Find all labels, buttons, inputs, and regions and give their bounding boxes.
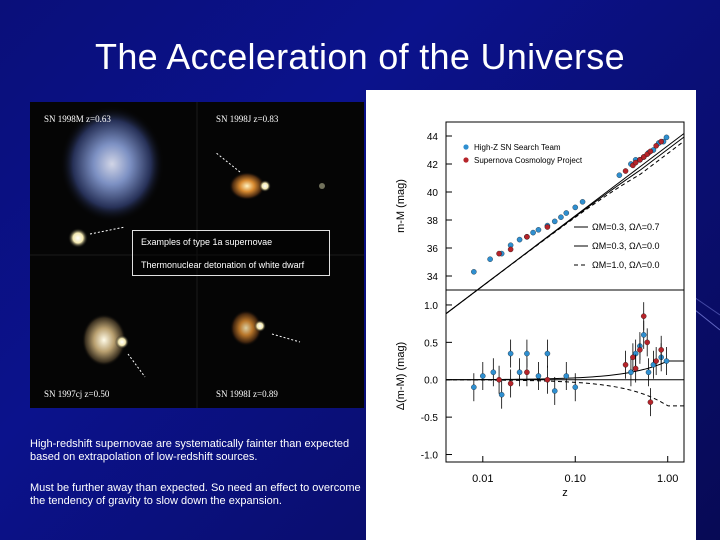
top-y-tick-label: 36 — [427, 244, 439, 255]
sn-label-top-left: SN 1998M z=0.63 — [44, 114, 111, 124]
top-data-point — [653, 143, 659, 149]
model-legend-label: ΩM=0.3, ΩΛ=0.7 — [592, 222, 660, 232]
sn-label-bottom-left: SN 1997cj z=0.50 — [44, 389, 110, 399]
caption-paragraph-2: Must be further away than expected. So n… — [30, 482, 361, 507]
bottom-data-point — [535, 373, 542, 379]
top-data-point — [516, 236, 523, 243]
x-tick-label: 1.00 — [657, 473, 678, 485]
top-data-point — [496, 250, 502, 257]
top-data-point — [658, 138, 664, 145]
bottom-data-point — [516, 369, 523, 376]
top-data-point — [647, 148, 654, 155]
top-y-tick-label: 40 — [427, 188, 439, 199]
top-data-point — [558, 214, 564, 220]
top-data-point — [579, 199, 586, 205]
bottom-data-point — [632, 365, 639, 372]
supernova-photo-panel: SN 1998M z=0.63 SN 1998J z=0.83 SN 1997c… — [30, 102, 364, 408]
top-data-point — [487, 256, 493, 262]
bottom-data-point — [471, 384, 477, 390]
top-y-tick-label: 34 — [427, 272, 439, 283]
top-data-point — [563, 210, 570, 216]
bottom-data-point — [622, 362, 629, 368]
top-data-point — [471, 269, 477, 275]
model-legend-label: ΩM=0.3, ΩΛ=0.0 — [592, 241, 660, 251]
bottom-data-point — [658, 347, 664, 353]
bottom-data-point — [544, 350, 551, 357]
bottom-frame — [445, 289, 685, 463]
top-data-point — [551, 218, 558, 225]
supernova-images — [30, 102, 364, 408]
top-data-point — [530, 229, 536, 236]
bottom-model-curve — [445, 379, 684, 407]
x-tick-label: 0.01 — [472, 473, 493, 485]
model-legend-label: ΩM=1.0, ΩΛ=0.0 — [592, 260, 660, 270]
x-tick-label: 0.10 — [565, 473, 586, 485]
top-data-point — [507, 246, 514, 253]
bottom-y-tick-label: 0.5 — [424, 338, 438, 349]
bottom-data-point — [524, 350, 530, 357]
bottom-data-point — [637, 347, 643, 353]
bottom-data-point — [496, 376, 502, 383]
top-y-axis-label: m-M (mag) — [395, 179, 407, 233]
top-y-tick-label: 42 — [427, 160, 439, 171]
bottom-y-tick-label: -1.0 — [421, 451, 439, 462]
hubble-diagram: 44 42 40 38 36 34 m-M (mag) 1.0 0.5 0.0 -0.5 -1.0 Δ(… — [395, 121, 685, 499]
examples-line-2: Thermonuclear detonation of white dwarf — [141, 260, 305, 270]
bottom-data-point — [563, 373, 570, 379]
bottom-data-point — [640, 313, 647, 319]
legend-marker — [463, 157, 469, 163]
hubble-diagram-panel: 44 42 40 38 36 34 m-M (mag) 1.0 0.5 0.0 -0.5 -1.0 Δ(… — [366, 90, 696, 540]
top-data-point — [632, 159, 639, 166]
bottom-data-point — [498, 391, 505, 398]
slide-title: The Acceleration of the Universe — [95, 36, 625, 77]
top-model-curve — [445, 140, 685, 315]
top-data-point — [535, 227, 542, 233]
bottom-data-point — [572, 384, 579, 390]
bottom-y-tick-label: 0.0 — [424, 376, 438, 387]
sn-label-bottom-right: SN 1998I z=0.89 — [216, 389, 278, 399]
bottom-y-tick-label: -0.5 — [421, 413, 439, 424]
bottom-data-point — [507, 350, 514, 357]
bottom-data-point — [644, 339, 650, 346]
bottom-data-point — [663, 358, 670, 364]
examples-line-1: Examples of type 1a supernovae — [141, 237, 273, 247]
legend-label: Supernova Cosmology Project — [474, 156, 583, 165]
bottom-data-point — [645, 369, 652, 376]
top-data-point — [572, 204, 579, 211]
top-data-point — [637, 157, 643, 163]
legend-label: High-Z SN Search Team — [474, 143, 561, 152]
bottom-data-point — [653, 358, 659, 364]
sn-label-top-right: SN 1998J z=0.83 — [216, 114, 279, 124]
legend-marker — [463, 144, 469, 150]
bottom-data-point — [551, 388, 558, 394]
top-data-point — [622, 168, 629, 174]
bottom-y-axis-label: Δ(m-M) (mag) — [395, 342, 407, 410]
bottom-data-point — [544, 376, 551, 383]
x-axis-label: z — [562, 487, 568, 499]
bottom-data-point — [507, 380, 514, 387]
bottom-y-tick-label: 1.0 — [424, 301, 438, 312]
bottom-data-point — [628, 369, 634, 376]
bottom-data-point — [630, 354, 636, 361]
caption-paragraph-1: High-redshift supernovae are systematica… — [30, 438, 350, 463]
top-data-point — [663, 134, 670, 141]
top-data-point — [524, 234, 530, 240]
examples-callout: Examples of type 1a supernovae Thermonuc… — [132, 230, 330, 276]
bottom-data-point — [480, 373, 486, 379]
top-y-tick-label: 44 — [427, 132, 439, 143]
bottom-data-point — [524, 369, 530, 376]
top-y-tick-label: 38 — [427, 216, 439, 227]
bottom-data-point — [647, 399, 654, 405]
bottom-data-point — [640, 332, 647, 338]
top-data-point — [616, 172, 623, 178]
bottom-data-point — [490, 369, 497, 376]
top-data-point — [544, 224, 551, 230]
